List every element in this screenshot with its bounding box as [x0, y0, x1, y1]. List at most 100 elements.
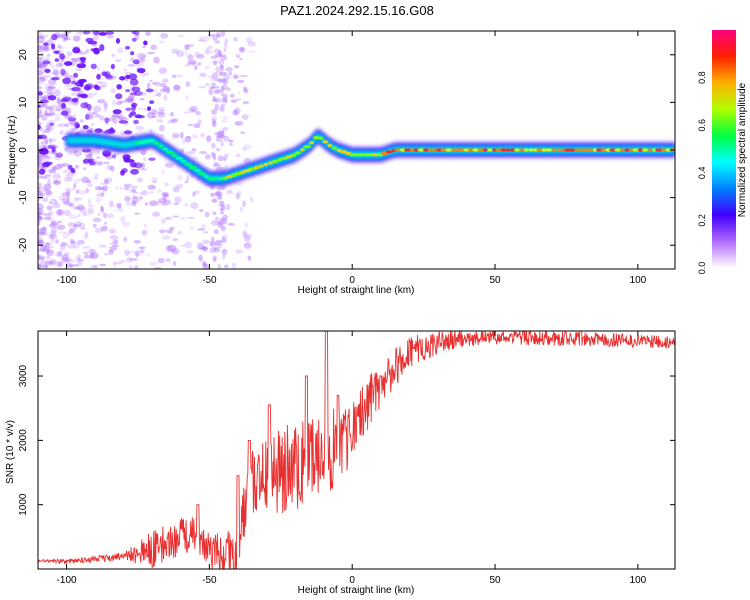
- spectrogram-speckle: [72, 242, 80, 249]
- spectrogram-speckle: [241, 114, 249, 120]
- spectrogram-speckle: [149, 200, 158, 207]
- spectrogram-speckle-strong: [116, 84, 122, 90]
- spectrogram-speckle: [108, 228, 116, 234]
- spectrogram-speckle: [211, 98, 219, 103]
- spectrogram-speckle-strong: [79, 57, 87, 61]
- spectrogram-speckle: [50, 221, 60, 226]
- spectrogram-speckle: [220, 85, 225, 93]
- spectrogram-speckle: [108, 249, 114, 255]
- spectrogram-speckle: [176, 74, 184, 78]
- spectrogram-speckle: [88, 248, 96, 254]
- spectrogram-speckle: [73, 182, 79, 185]
- spectrogram-speckle: [117, 47, 124, 54]
- spectrogram-speckle: [57, 163, 66, 168]
- spectrogram-speckle: [69, 149, 79, 154]
- spectrogram-speckle: [104, 221, 108, 225]
- snr-x-label: Height of straight line (km): [298, 585, 415, 596]
- spectrogram-speckle: [235, 53, 241, 57]
- spectrogram-speckle-strong: [77, 79, 85, 84]
- spectrogram-speckle: [98, 244, 107, 248]
- spectrogram-speckle-strong: [83, 84, 91, 91]
- spectrogram-speckle: [63, 31, 67, 37]
- spectrogram-speckle: [226, 87, 231, 92]
- spectrogram-speckle: [101, 225, 108, 232]
- spectrogram-speckle-strong: [89, 160, 96, 166]
- spectrogram-speckle: [205, 65, 209, 70]
- spectrogram-speckle: [196, 228, 206, 231]
- spectrogram-speckle: [55, 260, 62, 268]
- spectrogram-speckle: [38, 186, 41, 193]
- spectrogram-speckle: [38, 211, 41, 215]
- spectrogram-speckle: [112, 244, 120, 248]
- spectrogram-speckle: [48, 200, 54, 205]
- spectrogram-speckle: [223, 98, 228, 104]
- spectrogram-speckle: [232, 74, 239, 80]
- spectrogram-speckle: [143, 223, 148, 228]
- spectrogram-speckle: [210, 219, 220, 226]
- spectrogram-speckle: [213, 229, 219, 235]
- spectrogram-speckle: [199, 72, 207, 78]
- spectrogram-speckle: [143, 157, 147, 162]
- spectrogram-speckle-strong: [43, 42, 49, 46]
- spectrogram-speckle: [48, 223, 57, 228]
- spectrogram-speckle: [38, 212, 43, 215]
- spectrogram-speckle: [88, 114, 94, 118]
- spectrogram-speckle: [170, 117, 179, 124]
- spectrogram-speckle: [197, 119, 202, 125]
- spectrogram-speckle: [184, 111, 188, 114]
- spectrogram-speckle: [77, 259, 83, 267]
- spectrogram-speckle: [70, 60, 78, 67]
- spectrogram-speckle: [66, 202, 75, 206]
- spectrogram-speckle: [83, 254, 92, 259]
- spectrogram-speckle: [162, 85, 170, 92]
- spectrogram-speckle: [157, 197, 167, 204]
- spectrogram-speckle: [38, 97, 46, 100]
- spectrogram-speckle: [89, 252, 95, 259]
- spectrogram-speckle: [65, 262, 73, 268]
- spectrogram-speckle: [172, 185, 180, 193]
- spectrogram-speckle: [219, 217, 226, 222]
- spectrogram-speckle: [184, 50, 188, 56]
- spectrogram-speckle: [47, 138, 56, 143]
- spectrogram-ridge-peak: [632, 148, 640, 152]
- spectrogram-speckle: [41, 52, 45, 60]
- spectrogram-speckle: [205, 82, 210, 87]
- spectrogram-ridge-peak: [318, 136, 324, 140]
- spectrogram-x-label: Height of straight line (km): [298, 285, 415, 296]
- spectrogram-speckle: [219, 200, 225, 205]
- spectrogram-speckle: [38, 55, 42, 60]
- spectrogram-speckle: [226, 190, 234, 195]
- spectrogram-speckle-strong: [67, 117, 77, 122]
- spectrogram-speckle: [201, 260, 207, 266]
- spectrogram-speckle: [46, 249, 50, 254]
- spectrogram-speckle: [186, 44, 195, 48]
- spectrogram-speckle-strong: [121, 168, 128, 173]
- spectrogram-speckle: [53, 180, 61, 186]
- spectrogram-speckle: [139, 97, 145, 101]
- spectrogram-speckle: [38, 217, 41, 220]
- spectrogram-speckle: [181, 139, 187, 144]
- spectrogram-speckle: [205, 153, 211, 160]
- spectrogram-speckle: [75, 68, 83, 72]
- spectrogram-speckle: [166, 87, 171, 94]
- spectrogram-speckle: [117, 114, 122, 119]
- spectrogram-speckle-strong: [105, 74, 113, 80]
- spectrogram-ridge-peak: [153, 141, 159, 145]
- spectrogram-speckle: [67, 151, 73, 156]
- spectrogram-ridge-peak: [184, 162, 192, 167]
- spectrogram-speckle: [40, 248, 47, 253]
- spectrogram-speckle: [201, 223, 206, 230]
- spectrogram-speckle-strong: [60, 68, 66, 76]
- spectrogram-speckle: [103, 107, 108, 112]
- spectrogram-speckle: [68, 214, 78, 220]
- spectrogram-speckle: [75, 197, 84, 201]
- spectrogram-speckle: [66, 190, 71, 198]
- spectrogram-speckle: [221, 238, 227, 243]
- spectrogram-ridge-peak: [500, 148, 507, 152]
- spectrogram-speckle: [129, 93, 136, 101]
- spectrogram-speckle: [184, 180, 189, 184]
- spectrogram-ridge-peak: [300, 148, 305, 152]
- spectrogram-speckle: [46, 53, 51, 57]
- spectrogram-speckle: [114, 261, 123, 265]
- spectrogram-speckle: [43, 75, 52, 78]
